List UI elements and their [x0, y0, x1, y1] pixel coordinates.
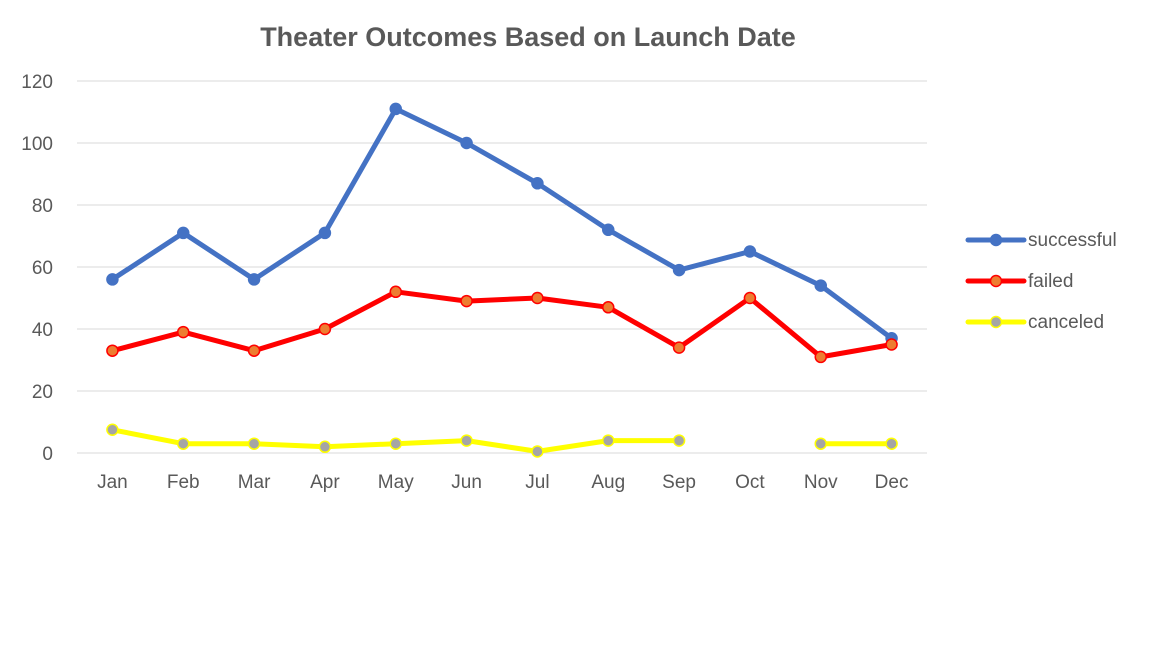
x-tick-label: Aug [591, 472, 625, 493]
y-tick-label: 120 [21, 72, 53, 93]
y-tick-label: 20 [32, 382, 53, 403]
legend-label: canceled [1028, 312, 1104, 333]
x-tick-label: Nov [804, 472, 838, 493]
data-point-canceled [814, 437, 827, 450]
data-point-failed [460, 294, 473, 308]
x-tick-label: Jan [97, 472, 128, 493]
gridlines [77, 80, 927, 454]
x-tick-label: Jul [525, 472, 549, 493]
x-tick-label: Feb [167, 472, 200, 493]
data-point-successful [318, 226, 332, 240]
legend: successful failed canceled [965, 230, 1117, 333]
data-point-canceled [602, 434, 615, 447]
data-point-successful [531, 177, 544, 190]
data-point-successful [389, 102, 402, 116]
series-failed [106, 285, 898, 364]
data-point-successful [460, 136, 473, 150]
x-tick-label: Sep [662, 472, 696, 493]
data-point-canceled [389, 437, 402, 450]
series-line-canceled [109, 427, 895, 454]
data-point-failed [247, 344, 261, 357]
x-axis-ticks: Jan Feb Mar Apr May Jun Jul Aug Sep Oct Nov Dec [97, 472, 908, 493]
x-tick-label: Jun [451, 472, 482, 493]
legend-marker [989, 233, 1003, 247]
data-point-failed [177, 325, 190, 339]
data-point-canceled [531, 445, 544, 458]
legend-marker [989, 315, 1003, 329]
y-tick-label: 80 [32, 196, 53, 217]
data-point-failed [318, 322, 332, 336]
data-point-canceled [885, 437, 898, 450]
legend-label: successful [1028, 230, 1117, 251]
series-canceled [106, 423, 898, 458]
y-tick-label: 0 [42, 444, 53, 465]
data-point-successful [177, 226, 190, 240]
data-point-failed [389, 285, 402, 299]
x-tick-label: Mar [238, 472, 271, 493]
y-axis-ticks: 0 20 40 60 80 100 120 [21, 72, 53, 465]
data-point-successful [247, 273, 261, 286]
x-tick-label: Oct [735, 472, 765, 493]
data-point-failed [672, 341, 686, 354]
series-lines [106, 102, 898, 458]
chart-title: Theater Outcomes Based on Launch Date [260, 22, 796, 52]
data-point-failed [885, 338, 898, 351]
y-tick-label: 40 [32, 320, 53, 341]
data-point-successful [743, 245, 757, 258]
data-point-canceled [460, 434, 473, 447]
data-point-canceled [672, 434, 686, 447]
legend-item-failed: failed [965, 271, 1073, 292]
data-point-failed [106, 344, 119, 357]
data-point-failed [531, 291, 544, 305]
data-point-canceled [318, 440, 332, 454]
data-point-successful [672, 263, 686, 277]
data-point-failed [602, 301, 615, 314]
legend-label: failed [1028, 271, 1073, 292]
data-point-canceled [177, 437, 190, 450]
series-line-failed [109, 289, 895, 360]
series-line-successful [109, 106, 895, 341]
data-point-successful [814, 279, 827, 292]
data-point-successful [602, 223, 615, 237]
data-point-failed [743, 291, 757, 305]
legend-item-canceled: canceled [965, 312, 1104, 333]
y-tick-label: 100 [21, 134, 53, 155]
legend-marker [989, 274, 1003, 288]
x-tick-label: Dec [875, 472, 909, 493]
data-point-canceled [106, 423, 119, 436]
x-tick-label: May [378, 472, 414, 493]
data-point-failed [814, 350, 827, 364]
y-tick-label: 60 [32, 258, 53, 279]
legend-item-successful: successful [965, 230, 1117, 251]
series-successful [106, 102, 898, 345]
data-point-successful [106, 273, 119, 286]
data-point-canceled [247, 437, 261, 450]
x-tick-label: Apr [310, 472, 340, 493]
